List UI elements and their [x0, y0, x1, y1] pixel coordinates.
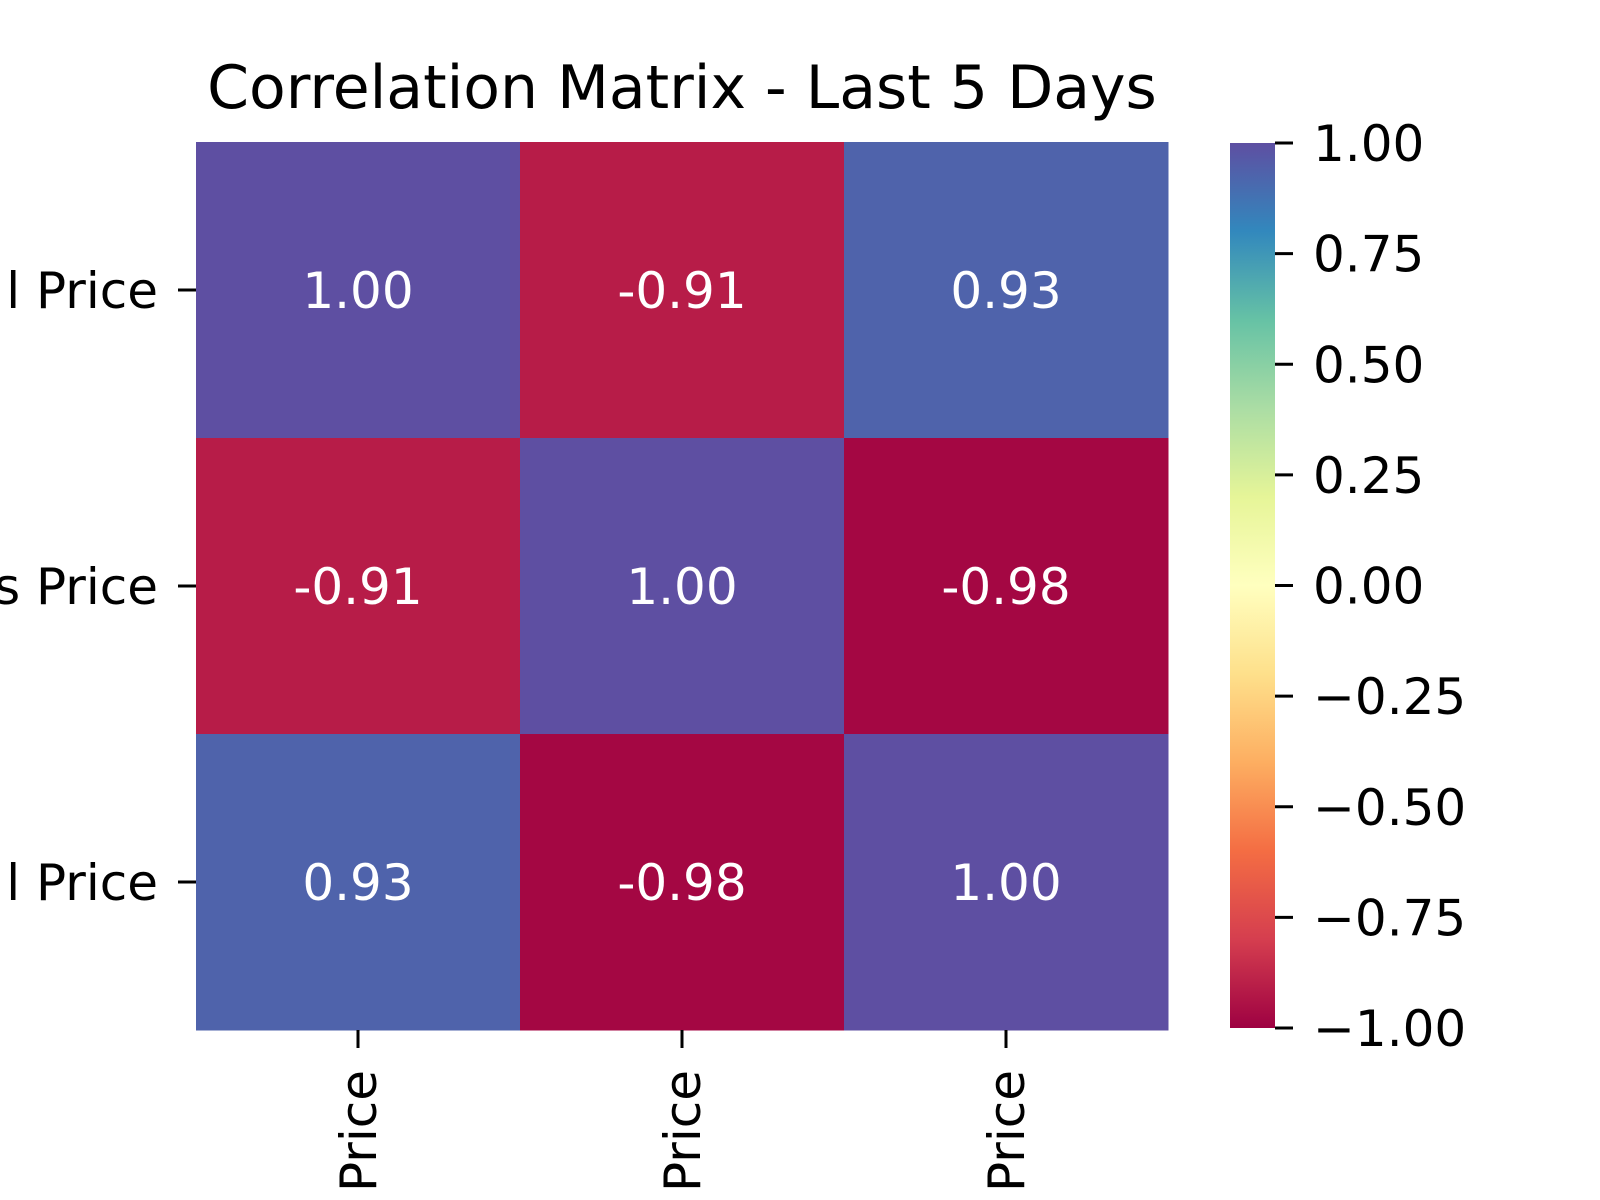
- column-label: Price: [978, 1070, 1036, 1192]
- colorbar-tick-label: 0.50: [1313, 336, 1424, 394]
- column-label: Price: [654, 1070, 712, 1192]
- heatmap-cell: [520, 438, 845, 735]
- row-label: l Price: [6, 854, 158, 912]
- cell-value-label: -0.91: [293, 558, 422, 616]
- cell-value-label: 0.93: [950, 262, 1061, 320]
- colorbar-tick-label: 1.00: [1313, 115, 1424, 173]
- colorbar: 1.00 0.75 0.50 0.25 0.00 −0.25 −0.50 −0.75 −1.00: [1230, 115, 1466, 1058]
- colorbar-tick-label: −0.50: [1313, 779, 1466, 837]
- heatmap-cell: [520, 142, 845, 439]
- row-label: l Price: [6, 262, 158, 320]
- row-label: s Price: [0, 558, 158, 616]
- colorbar-tick-label: 0.25: [1313, 447, 1424, 505]
- column-label: Price: [330, 1070, 388, 1192]
- colorbar-tick-label: 0.75: [1313, 226, 1424, 284]
- heatmap-cell: [844, 142, 1169, 439]
- colorbar-tick-label: −0.25: [1313, 668, 1466, 726]
- colorbar-gradient: [1230, 143, 1275, 1028]
- row-labels: l Price s Price l Price: [0, 262, 196, 912]
- cell-value-label: 0.93: [302, 854, 413, 912]
- heatmap-cell: [196, 438, 521, 735]
- chart-title: Correlation Matrix - Last 5 Days: [207, 53, 1157, 123]
- colorbar-tick-label: 0.00: [1313, 558, 1424, 616]
- cell-value-label: 1.00: [626, 558, 737, 616]
- column-labels: Price Price Price: [330, 1030, 1036, 1192]
- heatmap-cell: [196, 142, 521, 439]
- heatmap-cell: [196, 734, 521, 1031]
- colorbar-tick-label: −0.75: [1313, 889, 1466, 947]
- heatmap-cells: 1.00 -0.91 0.93 -0.91 1.00 -0.98 0.93 -0.98 1.00: [196, 142, 1169, 1031]
- cell-value-label: 1.00: [302, 262, 413, 320]
- cell-value-label: 1.00: [950, 854, 1061, 912]
- cell-value-label: -0.98: [941, 558, 1070, 616]
- cell-value-label: -0.91: [617, 262, 746, 320]
- heatmap-cell: [844, 438, 1169, 735]
- heatmap-cell: [520, 734, 845, 1031]
- heatmap-cell: [844, 734, 1169, 1031]
- cell-value-label: -0.98: [617, 854, 746, 912]
- colorbar-tick-label: −1.00: [1313, 1000, 1466, 1058]
